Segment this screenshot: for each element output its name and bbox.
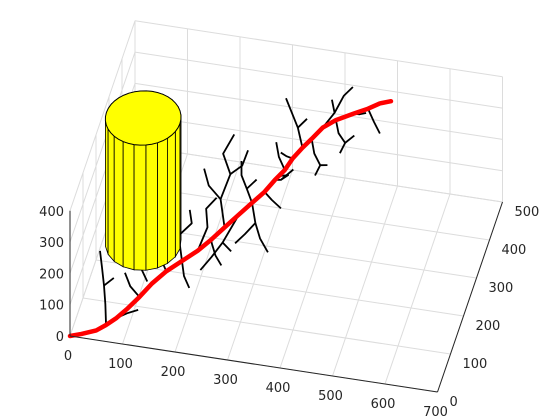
branch-line <box>178 209 193 237</box>
branch-line <box>199 214 240 271</box>
cylinder-facet <box>157 137 168 269</box>
x-tick-label: 0 <box>64 349 72 364</box>
x-tick-label: 400 <box>266 381 291 396</box>
branch-line <box>310 138 322 176</box>
cylinder-front <box>104 90 182 271</box>
main-path-line <box>67 98 394 339</box>
grid-line <box>134 114 503 172</box>
grid-line <box>95 259 464 317</box>
z-tick-label: 200 <box>39 267 64 282</box>
branch-line <box>203 168 222 200</box>
branch-line <box>103 277 115 287</box>
branch-line <box>367 108 381 134</box>
z-tick-label: 400 <box>39 205 64 220</box>
branch-line <box>335 119 347 154</box>
branch-line <box>251 202 269 253</box>
x-axis-line <box>69 335 438 393</box>
y-tick-label: 200 <box>476 319 501 334</box>
x-tick-label: 700 <box>423 405 448 420</box>
grid-line <box>332 185 398 377</box>
z-tick-label: 0 <box>56 330 64 345</box>
grid-line <box>69 20 136 211</box>
cylinder-facet <box>174 122 181 259</box>
y-tick-label: 100 <box>463 357 488 372</box>
branch-line <box>275 142 286 171</box>
x-tick-label: 200 <box>161 365 186 380</box>
y-tick-label: 300 <box>489 281 514 296</box>
branch-line <box>99 250 107 326</box>
branch-line <box>344 134 355 144</box>
grid-line <box>227 169 293 361</box>
branch-line <box>221 241 232 253</box>
axes: 0100200300400500600700010020030040050001… <box>39 201 540 420</box>
grid-line <box>134 145 503 203</box>
branch-line <box>285 97 304 148</box>
branch-line <box>124 272 141 298</box>
z-tick-label: 100 <box>39 299 64 314</box>
grid-line <box>82 297 451 355</box>
cylinder-facet <box>105 120 109 255</box>
x-tick-label: 600 <box>371 397 396 412</box>
z-tick-label: 300 <box>39 236 64 251</box>
y-tick-label: 400 <box>502 243 527 258</box>
grid-line <box>69 51 136 243</box>
cylinder-facet <box>167 130 176 265</box>
branch-line <box>209 239 223 266</box>
branch-line <box>181 260 191 289</box>
branch-line <box>322 86 354 129</box>
grid-line <box>279 177 346 369</box>
cylinder-facet <box>122 141 135 271</box>
y-tick-label: 0 <box>450 395 458 410</box>
grid-line <box>134 51 503 109</box>
branch-line <box>196 197 218 252</box>
branch-line <box>240 160 253 204</box>
x-tick-label: 500 <box>318 389 343 404</box>
x-tick-label: 300 <box>213 373 238 388</box>
branch-line <box>219 133 236 228</box>
cylinder-facet <box>145 142 158 271</box>
main-path <box>67 98 394 339</box>
branch-line <box>331 99 336 113</box>
cylinder-facet <box>113 135 124 268</box>
y-tick-label: 500 <box>515 205 540 220</box>
grid-line <box>134 20 503 78</box>
cylinder-facet <box>133 144 147 271</box>
cylinder-top <box>104 90 182 146</box>
cylinder-facet <box>107 128 115 263</box>
branch-line <box>246 178 258 190</box>
branch-line <box>280 168 294 181</box>
grid-line <box>134 82 503 140</box>
branch-line <box>234 222 257 244</box>
grid-line <box>384 193 451 385</box>
branch-line <box>263 191 282 210</box>
y-axis-line <box>437 201 503 393</box>
grid-line <box>121 183 490 241</box>
branch-line <box>297 118 308 129</box>
x-tick-label: 100 <box>108 357 133 372</box>
grid-line <box>174 161 241 353</box>
